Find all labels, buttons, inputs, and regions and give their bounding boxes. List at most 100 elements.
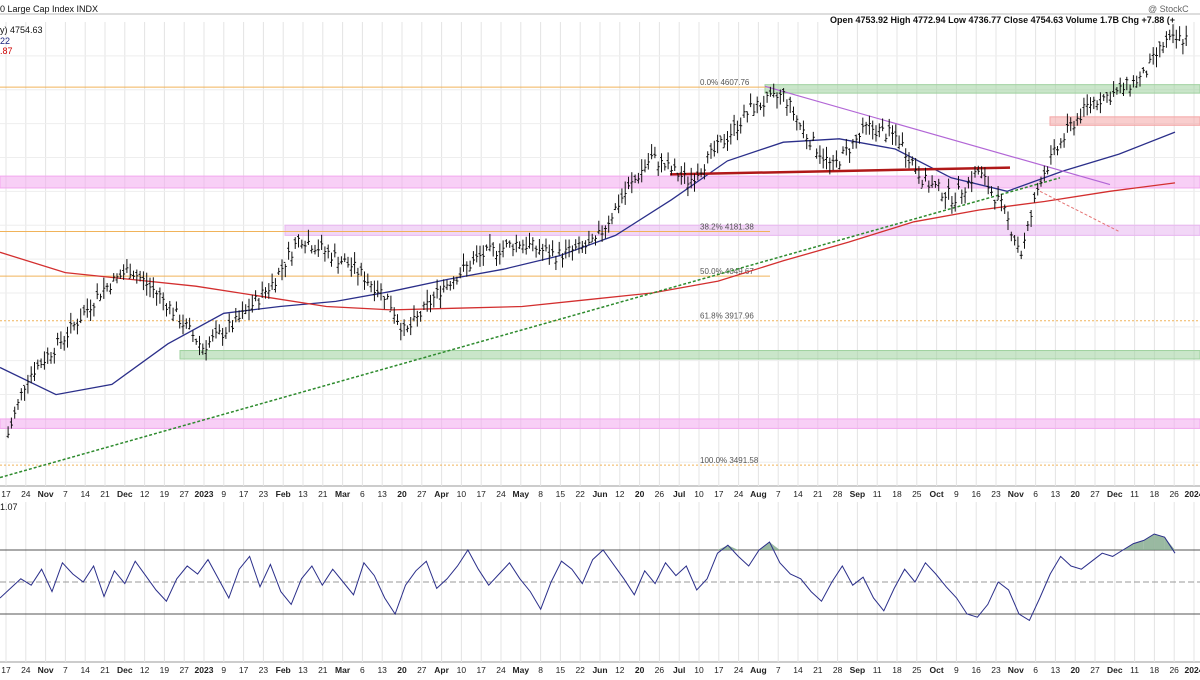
price-bar bbox=[72, 321, 76, 331]
x-tick-label: 12 bbox=[615, 489, 625, 499]
price-bar bbox=[729, 123, 733, 145]
price-bar bbox=[247, 298, 251, 321]
x-tick-label: Jul bbox=[673, 489, 685, 499]
price-bar bbox=[148, 277, 152, 298]
price-bar bbox=[986, 176, 990, 195]
price-bar bbox=[1082, 97, 1086, 117]
price-bar bbox=[821, 148, 825, 169]
price-bar bbox=[115, 273, 119, 284]
price-bar bbox=[742, 104, 746, 118]
price-bar bbox=[445, 279, 449, 291]
price-bar bbox=[699, 168, 703, 178]
price-bar bbox=[415, 310, 419, 327]
price-bar bbox=[92, 302, 96, 317]
x-tick-label: 9 bbox=[954, 665, 959, 675]
price-bar bbox=[801, 120, 805, 139]
price-bar bbox=[13, 406, 17, 419]
price-bar bbox=[930, 175, 934, 188]
price-bar bbox=[716, 134, 720, 154]
price-bar bbox=[221, 327, 225, 346]
chart-title: 0 Large Cap Index INDX bbox=[0, 4, 99, 14]
price-bar bbox=[864, 121, 868, 135]
x-tick-label: 24 bbox=[734, 665, 744, 675]
price-bar bbox=[128, 263, 132, 279]
x-tick-label: 20 bbox=[397, 665, 407, 675]
x-tick-label: 16 bbox=[971, 665, 981, 675]
price-bar bbox=[475, 245, 479, 263]
price-bar bbox=[785, 99, 789, 116]
x-tick-label: Feb bbox=[276, 665, 291, 675]
x-tick-label: 6 bbox=[1033, 665, 1038, 675]
price-bar bbox=[712, 140, 716, 157]
price-bar bbox=[1069, 117, 1073, 132]
price-bar bbox=[976, 165, 980, 175]
price-bar bbox=[957, 175, 961, 190]
price-bar bbox=[1032, 192, 1036, 203]
price-bar bbox=[768, 86, 772, 97]
price-bar bbox=[564, 239, 568, 259]
ma-slow-legend: .87 bbox=[0, 46, 13, 56]
x-tick-label: 27 bbox=[417, 489, 427, 499]
price-bar bbox=[904, 148, 908, 168]
price-bar bbox=[303, 240, 307, 254]
x-tick-label: Aug bbox=[750, 489, 767, 499]
x-tick-label: 14 bbox=[80, 665, 90, 675]
x-tick-label: 2024 bbox=[1185, 489, 1200, 499]
price-bar bbox=[557, 241, 561, 256]
overbought-fill bbox=[717, 545, 728, 550]
price-bar bbox=[759, 102, 763, 111]
x-tick-label: 13 bbox=[377, 489, 387, 499]
price-bar bbox=[181, 314, 185, 335]
price-bar bbox=[422, 301, 426, 311]
price-bar bbox=[19, 388, 23, 401]
price-bar bbox=[1112, 81, 1116, 97]
price-bar bbox=[594, 235, 598, 246]
overbought-fill bbox=[727, 545, 739, 550]
price-bar bbox=[66, 326, 70, 348]
price-bar bbox=[963, 187, 967, 204]
price-bar bbox=[224, 327, 228, 339]
price-bar bbox=[838, 161, 842, 170]
price-bar bbox=[848, 148, 852, 163]
x-tick-label: 21 bbox=[100, 665, 110, 675]
x-tick-label: 17 bbox=[1, 665, 11, 675]
price-bar bbox=[1181, 38, 1185, 55]
price-bar bbox=[996, 186, 1000, 201]
price-bar bbox=[336, 256, 340, 274]
x-tick-label: 12 bbox=[140, 665, 150, 675]
x-tick-label: 6 bbox=[360, 489, 365, 499]
price-bar bbox=[442, 279, 446, 293]
price-bar bbox=[323, 246, 327, 262]
price-bar bbox=[792, 106, 796, 121]
price-bar bbox=[283, 261, 287, 278]
price-bar bbox=[392, 307, 396, 324]
price-bar bbox=[366, 273, 370, 286]
x-tick-label: 20 bbox=[635, 665, 645, 675]
price-bar bbox=[630, 172, 634, 194]
price-bar bbox=[854, 134, 858, 149]
price-bar bbox=[1049, 145, 1053, 165]
price-bar bbox=[726, 131, 730, 151]
price-bar bbox=[234, 307, 238, 323]
x-tick-label: 26 bbox=[655, 489, 665, 499]
price-bar bbox=[1056, 146, 1060, 156]
x-tick-label: 18 bbox=[1150, 665, 1160, 675]
price-bar bbox=[1155, 47, 1159, 68]
price-bar bbox=[844, 138, 848, 156]
x-tick-label: Dec bbox=[117, 665, 133, 675]
price-bar bbox=[39, 358, 43, 368]
price-bar bbox=[1128, 84, 1132, 97]
price-bar bbox=[432, 291, 436, 308]
price-bar bbox=[405, 325, 409, 333]
x-tick-label: 24 bbox=[496, 489, 506, 499]
price-bar bbox=[953, 192, 957, 212]
price-bar bbox=[1042, 165, 1046, 182]
price-bar bbox=[462, 253, 466, 272]
price-bar bbox=[825, 146, 829, 170]
price-bar bbox=[663, 162, 667, 171]
zone-resistance bbox=[1049, 116, 1200, 126]
x-tick-label: 15 bbox=[556, 489, 566, 499]
price-bar bbox=[155, 290, 159, 306]
x-tick-label: 19 bbox=[160, 489, 170, 499]
price-bar bbox=[49, 351, 53, 364]
